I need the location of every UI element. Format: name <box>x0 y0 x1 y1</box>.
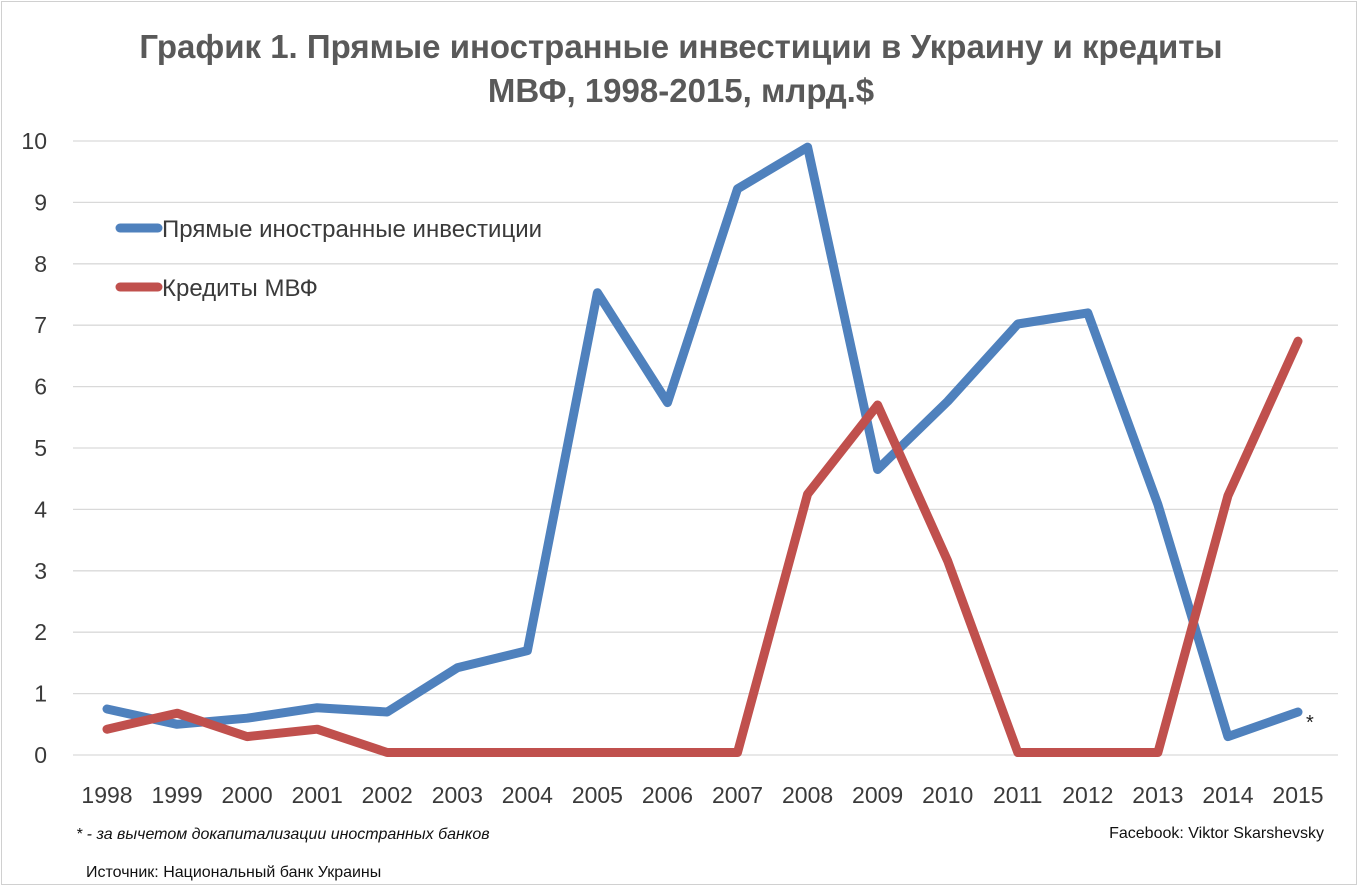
data-point <box>666 401 669 404</box>
chart-title-line-1: График 1. Прямые иностранные инвестиции … <box>139 28 1222 65</box>
y-tick-label: 6 <box>34 374 47 400</box>
data-point <box>736 751 739 754</box>
series-line-2 <box>102 336 1303 757</box>
data-point <box>246 717 249 720</box>
data-point <box>596 751 599 754</box>
x-tick-label: 2000 <box>222 782 273 808</box>
y-tick-label: 9 <box>34 189 47 215</box>
x-tick-label: 2009 <box>852 782 903 808</box>
source-note: Источник: Национальный банк Украины <box>86 864 381 881</box>
data-point <box>1156 503 1159 506</box>
data-point <box>456 666 459 669</box>
y-tick-label: 10 <box>21 128 47 154</box>
data-point <box>526 649 529 652</box>
x-tick-label: 2008 <box>782 782 833 808</box>
y-tick-label: 4 <box>34 496 47 522</box>
y-axis-ticks: 0 1 2 3 4 5 6 7 8 9 10 <box>21 128 47 768</box>
data-point <box>876 468 879 471</box>
chart-title: График 1. Прямые иностранные инвестиции … <box>139 28 1222 109</box>
x-tick-label: 2012 <box>1062 782 1113 808</box>
x-tick-label: 2014 <box>1202 782 1253 808</box>
x-tick-label: 2010 <box>922 782 973 808</box>
y-tick-label: 5 <box>34 435 47 461</box>
data-point <box>176 712 179 715</box>
data-point <box>176 723 179 726</box>
data-point <box>1226 735 1229 738</box>
legend: Прямые иностранные инвестиции Кредиты МВФ <box>115 216 542 302</box>
y-tick-label: 8 <box>34 251 47 277</box>
data-point <box>946 400 949 403</box>
data-point <box>1156 751 1159 754</box>
data-point <box>946 559 949 562</box>
data-point <box>1016 751 1019 754</box>
data-point <box>1086 751 1089 754</box>
x-tick-label: 2001 <box>292 782 343 808</box>
data-point <box>1297 340 1299 343</box>
data-point <box>1297 711 1299 714</box>
x-tick-label: 2007 <box>712 782 763 808</box>
data-point <box>806 493 809 496</box>
data-point <box>456 751 459 754</box>
legend-label: Прямые иностранные инвестиции <box>162 216 542 243</box>
data-point <box>1016 322 1019 325</box>
x-tick-label: 2011 <box>993 782 1042 808</box>
x-tick-label: 1998 <box>81 782 132 808</box>
x-axis-ticks: 1998 1999 2000 2001 2002 2003 2004 2005 2006 2007… <box>81 782 1323 808</box>
y-tick-label: 2 <box>34 619 47 645</box>
data-point <box>106 728 108 731</box>
footnote-text: * - за вычетом докапитализации иностранн… <box>76 826 490 843</box>
data-point <box>1086 311 1089 314</box>
x-tick-label: 2003 <box>432 782 483 808</box>
y-tick-label: 0 <box>34 742 47 768</box>
gridlines <box>73 140 1338 756</box>
x-tick-label: 2006 <box>642 782 693 808</box>
data-point <box>316 728 319 731</box>
data-point <box>666 751 669 754</box>
y-tick-label: 1 <box>34 681 47 707</box>
legend-label: Кредиты МВФ <box>162 275 318 302</box>
data-point <box>736 187 739 190</box>
x-tick-label: 2015 <box>1272 782 1323 808</box>
chart-title-line-2: МВФ, 1998-2015, млрд.$ <box>488 72 874 109</box>
data-point <box>386 751 389 754</box>
series-line-1 <box>102 142 1303 742</box>
x-tick-label: 1999 <box>151 782 202 808</box>
data-point <box>106 707 108 710</box>
x-tick-label: 2005 <box>572 782 623 808</box>
data-point <box>806 146 809 149</box>
x-tick-label: 2002 <box>362 782 413 808</box>
data-point <box>386 711 389 714</box>
data-point <box>316 706 319 709</box>
y-tick-label: 3 <box>34 558 47 584</box>
footnote-marker-2015: * <box>1306 712 1314 734</box>
data-point <box>526 751 529 754</box>
author-credit: Facebook: Viktor Skarshevsky <box>1109 825 1324 842</box>
x-tick-label: 2013 <box>1132 782 1183 808</box>
data-point <box>246 735 249 738</box>
data-point <box>876 404 879 407</box>
data-point <box>596 291 599 294</box>
y-tick-label: 7 <box>34 312 47 338</box>
data-point <box>1226 494 1229 497</box>
series-lines <box>102 142 1303 757</box>
x-tick-label: 2004 <box>502 782 553 808</box>
